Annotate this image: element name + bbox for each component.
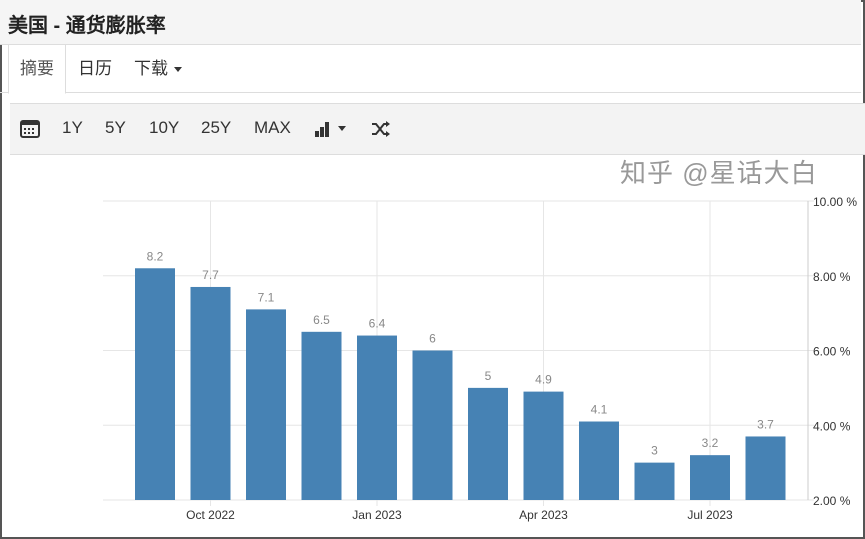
y-tick-label: 2.00 % — [813, 494, 851, 508]
data-label: 3.7 — [757, 417, 774, 431]
x-tick-label: Oct 2022 — [186, 508, 235, 522]
data-label: 8.2 — [147, 249, 164, 263]
y-tick-label: 6.00 % — [813, 345, 851, 359]
data-label: 6.4 — [369, 317, 386, 331]
bar-chart-icon — [315, 121, 329, 137]
bar — [246, 309, 286, 500]
data-label: 5 — [485, 369, 492, 383]
bar — [523, 391, 564, 500]
bar — [745, 436, 786, 500]
range-1y-button[interactable]: 1Y — [62, 118, 83, 137]
x-tick-label: Jul 2023 — [687, 508, 733, 522]
data-label: 4.1 — [591, 403, 608, 417]
data-label: 6 — [429, 332, 436, 346]
chart-toolbar: 1Y 5Y 10Y 25Y MAX — [10, 103, 865, 155]
data-label: 3.2 — [702, 436, 719, 450]
range-10y-button[interactable]: 10Y — [149, 118, 180, 137]
caret-down-icon — [338, 126, 346, 132]
tab-calendar[interactable]: 日历 — [78, 59, 112, 78]
bar — [357, 335, 397, 500]
range-max-button[interactable]: MAX — [254, 118, 291, 137]
bar — [301, 331, 342, 500]
chart-type-button[interactable] — [314, 104, 346, 154]
tab-download-label: 下载 — [134, 59, 168, 78]
data-label: 7.1 — [258, 290, 275, 304]
tab-bar: 摘要 日历 下载 — [0, 45, 861, 94]
range-5y-button[interactable]: 5Y — [105, 118, 126, 137]
bar — [690, 455, 730, 500]
bar — [468, 387, 508, 500]
bar — [579, 421, 619, 500]
page-title: 美国 - 通货膨胀率 — [8, 15, 166, 37]
y-tick-label: 10.00 % — [813, 195, 857, 209]
bar — [190, 286, 231, 500]
data-label: 7.7 — [202, 268, 219, 282]
title-bar: 美国 - 通货膨胀率 — [0, 0, 861, 45]
data-label: 4.9 — [535, 373, 552, 387]
caret-down-icon — [174, 67, 182, 73]
x-tick-label: Jan 2023 — [352, 508, 402, 522]
tab-download[interactable]: 下载 — [134, 45, 182, 92]
y-tick-label: 4.00 % — [813, 419, 851, 433]
calendar-icon[interactable] — [20, 104, 40, 154]
y-tick-label: 8.00 % — [813, 270, 851, 284]
shuffle-icon[interactable] — [371, 104, 391, 154]
tab-summary[interactable]: 摘要 — [8, 45, 66, 94]
bar — [135, 268, 175, 500]
bar — [412, 350, 453, 500]
data-label: 3 — [651, 444, 658, 458]
range-25y-button[interactable]: 25Y — [201, 118, 232, 137]
x-tick-label: Apr 2023 — [519, 508, 568, 522]
bar — [634, 462, 675, 500]
data-label: 6.5 — [313, 313, 330, 327]
watermark: 知乎 @星话大白 — [620, 158, 818, 188]
